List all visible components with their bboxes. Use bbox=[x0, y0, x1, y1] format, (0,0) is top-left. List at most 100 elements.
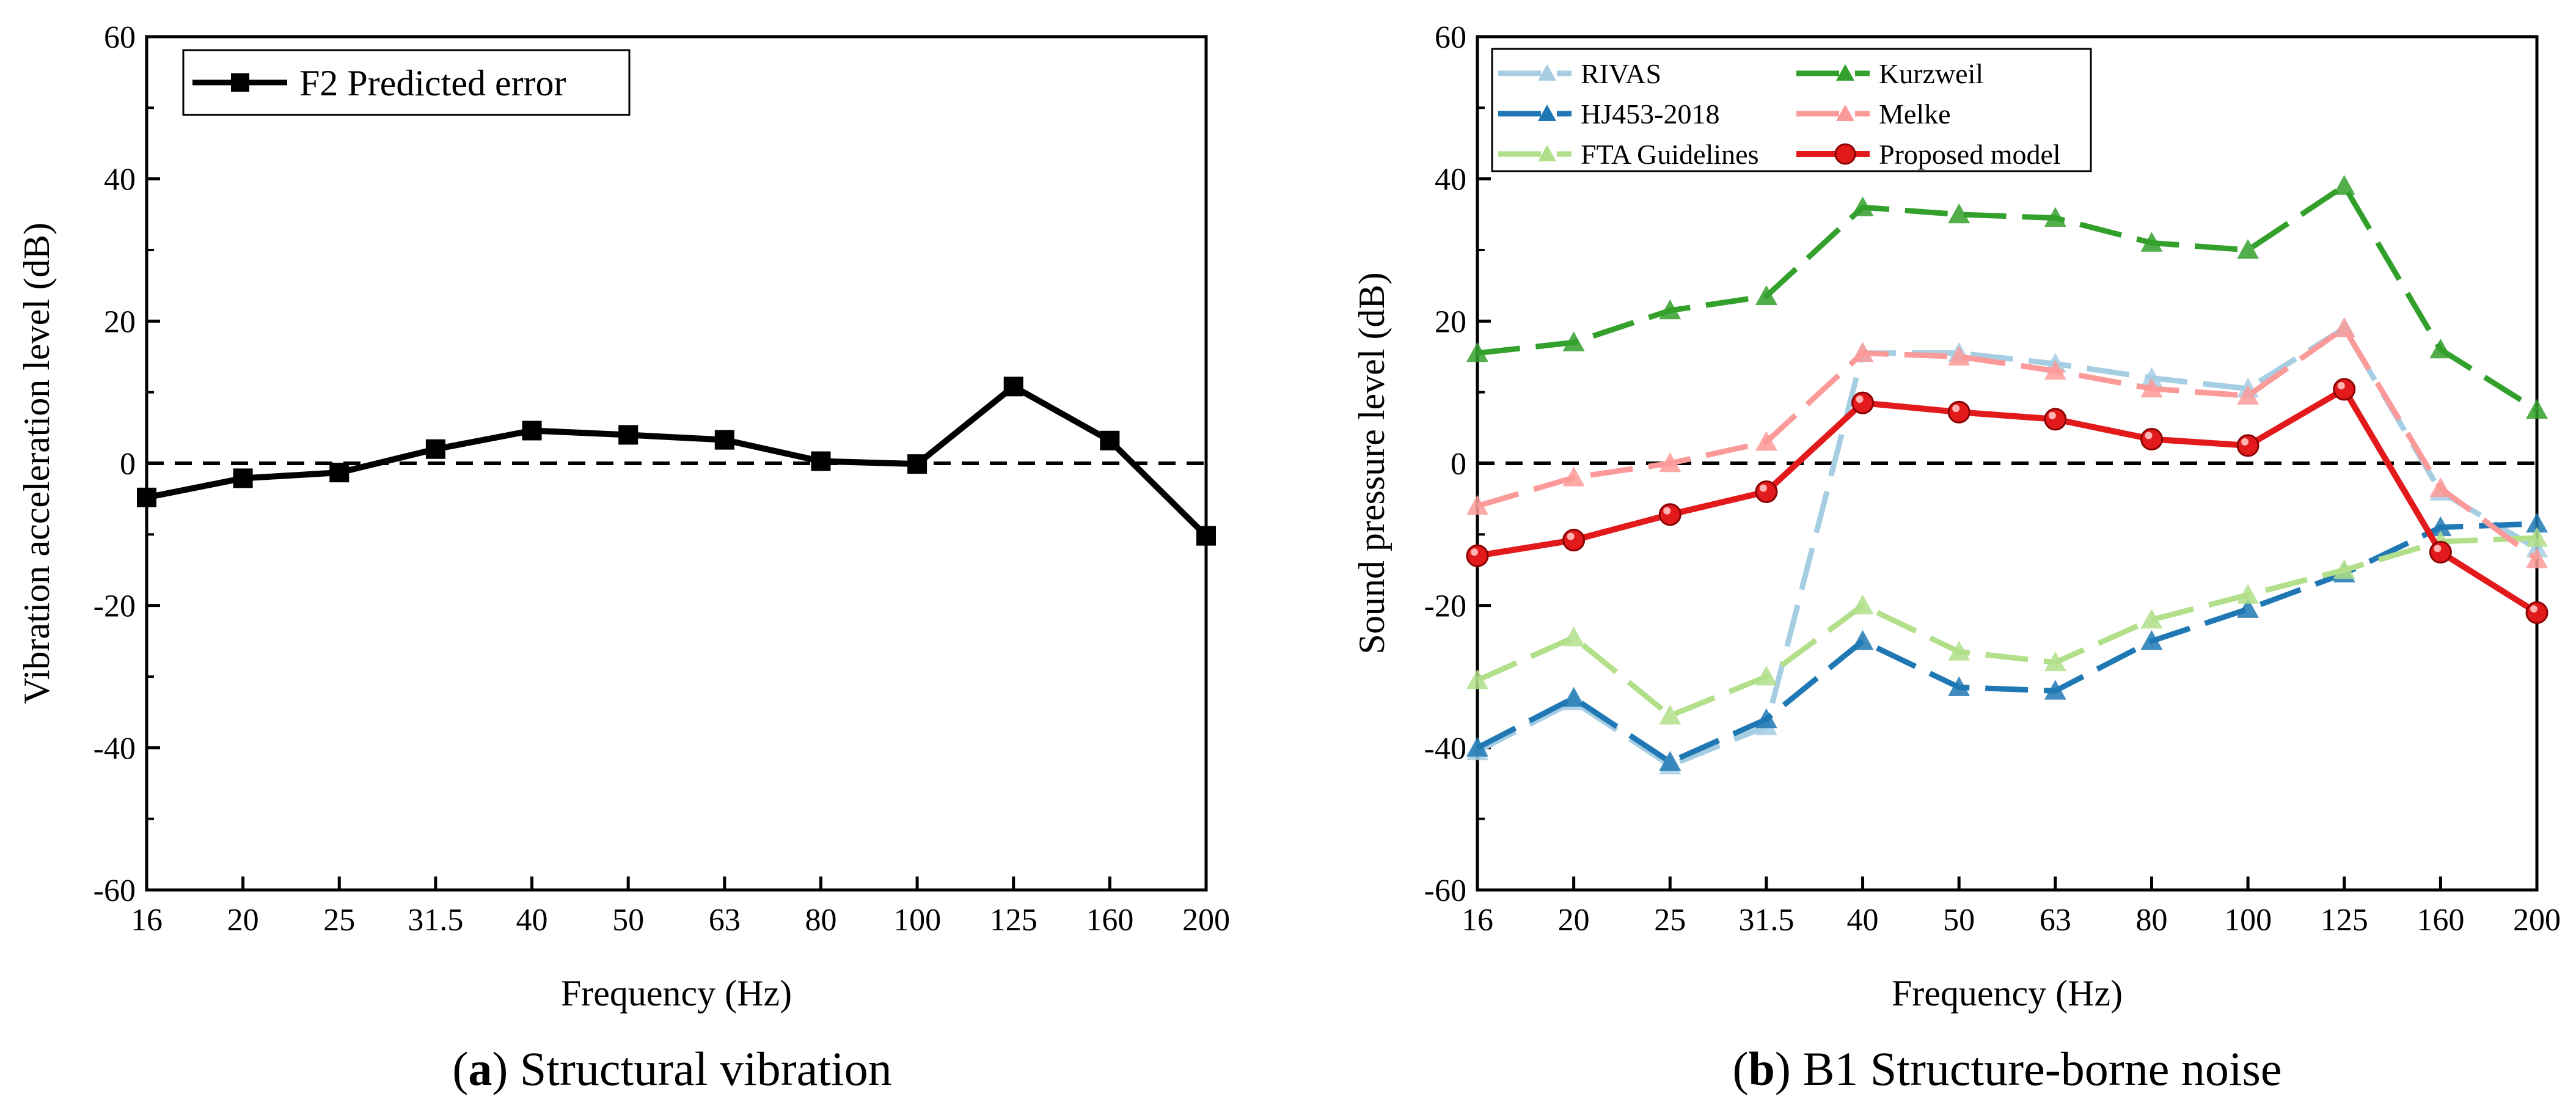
y-tick-label: 0 bbox=[1451, 447, 1466, 482]
x-tick-label: 50 bbox=[612, 903, 644, 938]
legend-label-rivas: RIVAS bbox=[1581, 58, 1661, 89]
data-point bbox=[1851, 630, 1874, 650]
legend-label-proposed-model: Proposed model bbox=[1879, 139, 2061, 170]
data-point bbox=[1948, 641, 1970, 661]
data-point bbox=[907, 454, 928, 474]
series-line-fta-guidelines bbox=[1476, 535, 2538, 719]
data-point bbox=[1755, 431, 1777, 451]
series-line-kurzweil bbox=[1477, 183, 2539, 413]
series-group-b bbox=[1466, 175, 2549, 774]
data-point bbox=[1659, 704, 1681, 725]
legend-marker-f2 bbox=[231, 73, 249, 92]
legend-box bbox=[1491, 48, 2092, 172]
data-point bbox=[2333, 559, 2355, 579]
panel-caption-a: (a) Structural vibration bbox=[452, 1042, 891, 1095]
x-tick-label: 25 bbox=[323, 903, 355, 938]
data-point bbox=[1196, 526, 1216, 546]
x-tick-label: 20 bbox=[227, 903, 259, 938]
data-point bbox=[2237, 598, 2259, 618]
data-point bbox=[1100, 430, 1120, 450]
data-point bbox=[2140, 232, 2163, 252]
data-point bbox=[2237, 239, 2259, 259]
y-tick-label: -20 bbox=[1424, 589, 1466, 624]
x-tick-label: 100 bbox=[893, 903, 941, 938]
data-point bbox=[1658, 503, 1681, 526]
data-point bbox=[1755, 285, 1777, 306]
legend-label-kurzweil: Kurzweil bbox=[1879, 58, 1983, 89]
y-tick-label: 60 bbox=[1435, 20, 1466, 55]
data-point bbox=[1947, 400, 1970, 424]
x-tick-label: 31.5 bbox=[1738, 903, 1794, 938]
data-point bbox=[1562, 627, 1585, 647]
caption-letter-a: a bbox=[468, 1042, 492, 1095]
data-point-highlight bbox=[1567, 532, 1575, 540]
y-tick-label: 60 bbox=[104, 20, 136, 55]
data-point-highlight bbox=[2434, 545, 2442, 553]
y-tick-label: -60 bbox=[93, 873, 136, 908]
y-axis-title-b: Sound pressure level (dB) bbox=[1352, 273, 1392, 655]
x-tick-label: 200 bbox=[2513, 903, 2561, 938]
data-point-highlight bbox=[2530, 605, 2538, 613]
data-point bbox=[329, 463, 349, 483]
data-point bbox=[2140, 608, 2163, 629]
data-point-highlight bbox=[1952, 405, 1960, 413]
data-point bbox=[2044, 651, 2066, 672]
data-point bbox=[137, 487, 156, 507]
y-tick-label: -20 bbox=[93, 589, 136, 624]
data-point bbox=[425, 439, 445, 459]
y-tick-label: -40 bbox=[93, 731, 136, 766]
data-point-highlight bbox=[1856, 395, 1864, 403]
x-tick-label: 16 bbox=[1462, 903, 1493, 938]
x-axis-title-b: Frequency (Hz) bbox=[1892, 973, 2123, 1013]
data-point bbox=[618, 425, 639, 445]
data-point bbox=[2044, 408, 2067, 431]
data-point bbox=[1466, 544, 1489, 567]
data-point bbox=[811, 451, 831, 471]
y-tick-label: 20 bbox=[1435, 304, 1466, 339]
axes-a: -60 -40 -20 0 20 40 60 16 20 25 31.5 40 50 63 80 100 125… bbox=[93, 20, 1230, 938]
data-point bbox=[2333, 378, 2356, 401]
data-point bbox=[2429, 540, 2452, 564]
data-point-highlight bbox=[2241, 438, 2249, 446]
data-point bbox=[1466, 669, 1488, 689]
data-point bbox=[2525, 601, 2549, 624]
data-point bbox=[1755, 708, 1777, 729]
data-point bbox=[1851, 196, 1874, 216]
data-point bbox=[1948, 676, 1970, 696]
data-point bbox=[2526, 399, 2548, 419]
series-rivas bbox=[1466, 317, 2548, 774]
series-kurzweil bbox=[1466, 175, 2548, 419]
data-point bbox=[2526, 512, 2548, 533]
data-point bbox=[1851, 391, 1875, 414]
y-tick-label: -60 bbox=[1424, 873, 1466, 908]
legend-marker-fta-guidelines bbox=[1538, 145, 1556, 161]
x-tick-label: 80 bbox=[805, 903, 836, 938]
legend-a: F2 Predicted error bbox=[182, 49, 631, 116]
legend-marker-kurzweil bbox=[1836, 64, 1854, 81]
x-tick-label: 16 bbox=[131, 903, 163, 938]
legend-label-hj453-2018: HJ453-2018 bbox=[1581, 98, 1719, 130]
x-tick-label: 200 bbox=[1182, 903, 1230, 938]
data-point bbox=[2526, 548, 2548, 568]
data-point bbox=[2140, 377, 2163, 398]
x-tick-label: 63 bbox=[2040, 903, 2071, 938]
data-point bbox=[2236, 434, 2259, 457]
y-tick-label: 0 bbox=[120, 447, 136, 482]
data-point-highlight bbox=[1471, 548, 1478, 556]
data-point bbox=[1562, 331, 1585, 351]
x-tick-label: 40 bbox=[1847, 903, 1879, 938]
legend-label-fta-guidelines: FTA Guidelines bbox=[1581, 139, 1758, 170]
data-point bbox=[2237, 584, 2259, 604]
data-point bbox=[522, 421, 542, 441]
series-f2-predicted-error bbox=[137, 377, 1216, 546]
data-point bbox=[1562, 686, 1585, 707]
data-point bbox=[2044, 207, 2066, 227]
data-point bbox=[2140, 427, 2163, 450]
data-point-highlight bbox=[1759, 484, 1767, 492]
y-tick-label: 40 bbox=[104, 163, 136, 197]
series-line-f2-predicted-error bbox=[146, 383, 1209, 538]
data-point bbox=[1851, 342, 1874, 362]
legend-b: RIVAS Kurzweil HJ453-2018 Melke FTA Guidelin… bbox=[1491, 48, 2092, 172]
panel-caption-b: (b) B1 Structure-borne noise bbox=[1732, 1042, 2281, 1095]
data-point-highlight bbox=[2048, 411, 2056, 419]
